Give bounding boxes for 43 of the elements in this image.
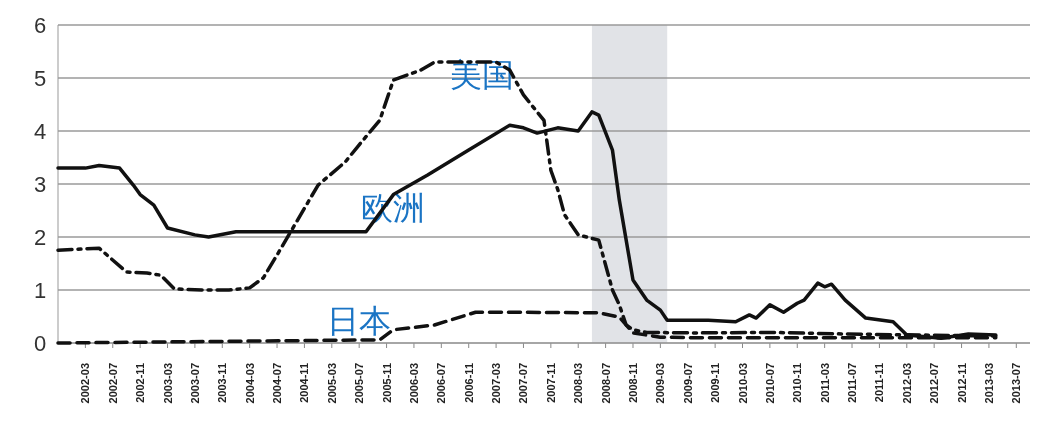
x-tick-label: 2005-03	[325, 363, 338, 404]
x-tick-label: 2003-03	[161, 363, 174, 404]
x-tick-label: 2012-07	[928, 363, 941, 404]
x-tick-label: 2007-03	[490, 363, 503, 404]
x-tick-label: 2003-11	[216, 363, 229, 403]
x-tick-label: 2009-11	[709, 363, 722, 403]
x-tick-label: 2002-03	[79, 363, 92, 404]
x-tick-label: 2011-11	[873, 363, 886, 403]
x-tick-label: 2012-11	[955, 363, 968, 403]
x-tick-label: 2010-11	[791, 363, 804, 403]
x-tick-label: 2011-07	[846, 363, 859, 403]
annotation: 日本	[327, 302, 392, 341]
x-tick-label: 2004-11	[298, 363, 311, 403]
x-tick-label: 2008-11	[626, 363, 639, 403]
x-tick-label: 2006-11	[462, 363, 475, 403]
x-tick-label: 2010-03	[736, 363, 749, 404]
x-tick-label: 2007-07	[517, 363, 530, 404]
x-tick-label: 2013-07	[1010, 363, 1023, 404]
x-tick-label: 2004-07	[271, 363, 284, 404]
x-tick-label: 2009-03	[654, 363, 667, 404]
y-tick-label: 4	[33, 119, 47, 144]
x-tick-label: 2003-07	[188, 363, 201, 404]
y-tick-label: 2	[33, 225, 47, 250]
x-tick-label: 2005-11	[380, 363, 393, 403]
x-tick-label: 2010-07	[763, 363, 776, 404]
x-tick-label: 2007-11	[544, 363, 557, 403]
y-tick-label: 0	[33, 331, 47, 356]
x-tick-label: 2008-03	[572, 363, 585, 404]
y-tick-label: 3	[33, 172, 47, 197]
x-tick-label: 2006-07	[435, 363, 448, 404]
y-tick-label: 1	[33, 278, 47, 303]
x-tick-label: 2002-07	[106, 363, 119, 404]
x-tick-label: 2002-11	[134, 363, 147, 403]
x-tick-label: 2011-03	[818, 363, 831, 403]
y-tick-label: 5	[33, 66, 47, 91]
x-tick-label: 2012-03	[900, 363, 913, 404]
x-tick-label: 2004-03	[243, 363, 256, 404]
x-tick-label: 2006-03	[407, 363, 420, 404]
y-tick-label: 6	[33, 13, 47, 38]
x-tick-label: 2009-07	[681, 363, 694, 404]
x-tick-label: 2005-07	[353, 363, 366, 404]
x-tick-label: 2013-03	[982, 363, 995, 404]
x-tick-label: 2008-07	[599, 363, 612, 404]
